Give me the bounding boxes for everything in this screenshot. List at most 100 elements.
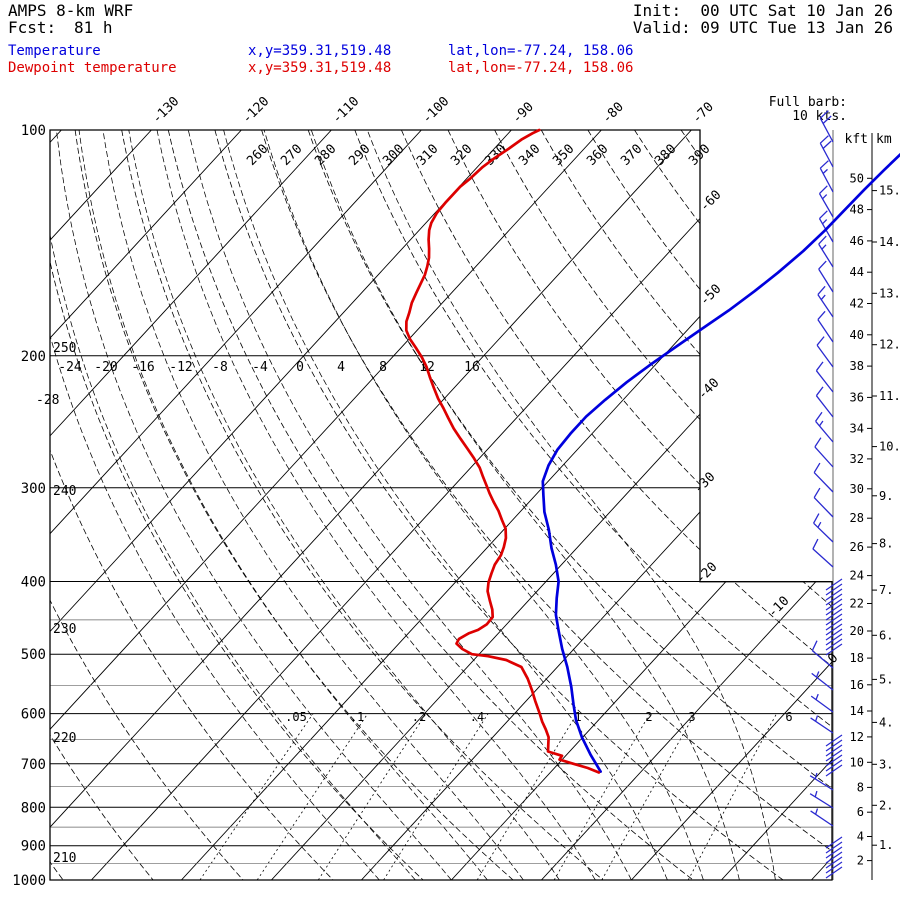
moist-adiabat-scale-label: -16 <box>131 360 154 375</box>
dewpoint-grid-xy: x,y=359.31,519.48 <box>248 60 391 76</box>
isotherm-label-right: -20 <box>693 560 720 587</box>
isotherm-label-top: -80 <box>600 100 627 127</box>
moist-adiabat-edge-label: -28 <box>36 393 59 408</box>
isotherm-label-top: -100 <box>420 94 453 127</box>
moist-adiabat-scale-label: 0 <box>296 360 304 375</box>
mixing-ratio-label: 3 <box>688 710 695 724</box>
kft-label: 28 <box>850 511 864 525</box>
dewpoint-legend-label: Dewpoint temperature <box>8 60 177 76</box>
theta-e-label: 370 <box>618 142 645 169</box>
moist-adiabat-scale-label: -8 <box>212 360 228 375</box>
mixing-ratio-label: .1 <box>350 710 364 724</box>
dewpoint-latlon: lat,lon=-77.24, 158.06 <box>448 60 633 76</box>
kft-label: 34 <box>850 421 864 435</box>
kft-label: 40 <box>850 328 864 342</box>
km-label: 15. <box>879 184 900 198</box>
init-time: Init: 00 UTC Sat 10 Jan 26 <box>633 1 893 20</box>
dry-adiabat-label: 220 <box>53 731 76 746</box>
pressure-axis-label: 300 <box>21 481 46 497</box>
mixing-ratio-label: 1 <box>574 710 581 724</box>
temperature-grid-xy: x,y=359.31,519.48 <box>248 43 391 59</box>
isotherm-label-top: -90 <box>510 100 537 127</box>
kft-label: 38 <box>850 359 864 373</box>
isotherm-label-right: -10 <box>765 594 792 621</box>
pressure-axis-label: 500 <box>21 647 46 663</box>
km-label: 4. <box>879 715 893 729</box>
km-label: 14. <box>879 235 900 249</box>
theta-e-label: 270 <box>278 142 305 169</box>
model-title: AMPS 8-km WRF <box>8 1 133 20</box>
mixing-ratio-label: .2 <box>412 710 426 724</box>
temperature-curve <box>541 152 900 773</box>
kft-label: 30 <box>850 482 864 496</box>
grid-dry-adiabats <box>50 130 832 880</box>
pressure-axis-label: 800 <box>21 800 46 816</box>
full-barb-legend-2: 10 kts. <box>792 109 847 124</box>
kft-label: 32 <box>850 452 864 466</box>
km-label: 12. <box>879 338 900 352</box>
km-label: 7. <box>879 583 893 597</box>
dry-adiabat-label: 210 <box>53 851 76 866</box>
theta-e-label: 260 <box>244 142 271 169</box>
kft-label: 44 <box>850 265 864 279</box>
isotherm-label-top: -120 <box>240 94 273 127</box>
chart-header: AMPS 8-km WRF Fcst: 81 h Init: 00 UTC Sa… <box>8 1 893 147</box>
km-label: 2. <box>879 798 893 812</box>
kft-label: 8 <box>857 780 864 794</box>
isotherm-label-right: -30 <box>691 470 718 497</box>
mixing-ratio-label: .4 <box>470 710 484 724</box>
theta-e-label: 320 <box>448 142 475 169</box>
dewpoint-curve <box>404 128 601 774</box>
full-barb-legend-1: Full barb: <box>769 95 847 110</box>
kft-label: 46 <box>850 234 864 248</box>
moist-adiabat-scale-label: -4 <box>252 360 268 375</box>
fcst-value: 81 h <box>74 18 113 37</box>
kft-label: 42 <box>850 297 864 311</box>
km-label: 5. <box>879 672 893 686</box>
theta-e-label: 310 <box>414 142 441 169</box>
kft-label: 50 <box>850 171 864 185</box>
theta-e-label: 360 <box>584 142 611 169</box>
pressure-gridlines <box>50 355 832 864</box>
grid-isotherms <box>50 130 832 880</box>
km-label: 13. <box>879 286 900 300</box>
moist-adiabat-scale-label: 8 <box>379 360 387 375</box>
theta-e-label: 390 <box>686 142 713 169</box>
km-label: 9. <box>879 489 893 503</box>
isotherm-label-right: -60 <box>697 188 724 215</box>
isotherm-label-top: -130 <box>150 94 183 127</box>
kft-label: 4 <box>857 830 864 844</box>
kft-label: 18 <box>850 651 864 665</box>
mixing-ratio-label: 6 <box>785 710 792 724</box>
grid-moist-adiabats <box>50 130 776 880</box>
dry-adiabat-label: 230 <box>53 622 76 637</box>
moist-adiabat-scale-label: -24 <box>58 360 82 375</box>
kft-label: 24 <box>850 569 864 583</box>
kft-label: 22 <box>850 597 864 611</box>
theta-e-label: 280 <box>312 142 339 169</box>
moist-adiabat-scale-label: 4 <box>337 360 345 375</box>
mixing-ratio-label: .05 <box>285 710 307 724</box>
km-axis-header: km <box>876 132 892 147</box>
pressure-axis-label: 100 <box>21 123 46 139</box>
isotherm-label-right: -40 <box>695 376 722 403</box>
km-label: 10. <box>879 440 900 454</box>
isotherm-label-top: -110 <box>330 94 363 127</box>
plot-frame <box>49 129 833 881</box>
fcst-label: Fcst: <box>8 18 56 37</box>
dry-adiabat-label: 250 <box>53 341 76 356</box>
wind-barbs <box>809 110 843 880</box>
km-label: 3. <box>879 757 893 771</box>
pressure-axis-label: 200 <box>21 349 46 365</box>
kft-axis-header: kft <box>845 132 868 147</box>
moist-adiabat-scale-label: 16 <box>464 360 480 375</box>
kft-label: 6 <box>857 805 864 819</box>
mixing-ratio-label: 2 <box>645 710 652 724</box>
isotherm-label-top: -70 <box>690 100 717 127</box>
kft-label: 48 <box>850 203 864 217</box>
height-axis: 2468101214161820222426283032343638404244… <box>850 133 900 880</box>
theta-e-label: 380 <box>652 142 679 169</box>
moist-adiabat-scale-label: -12 <box>169 360 192 375</box>
